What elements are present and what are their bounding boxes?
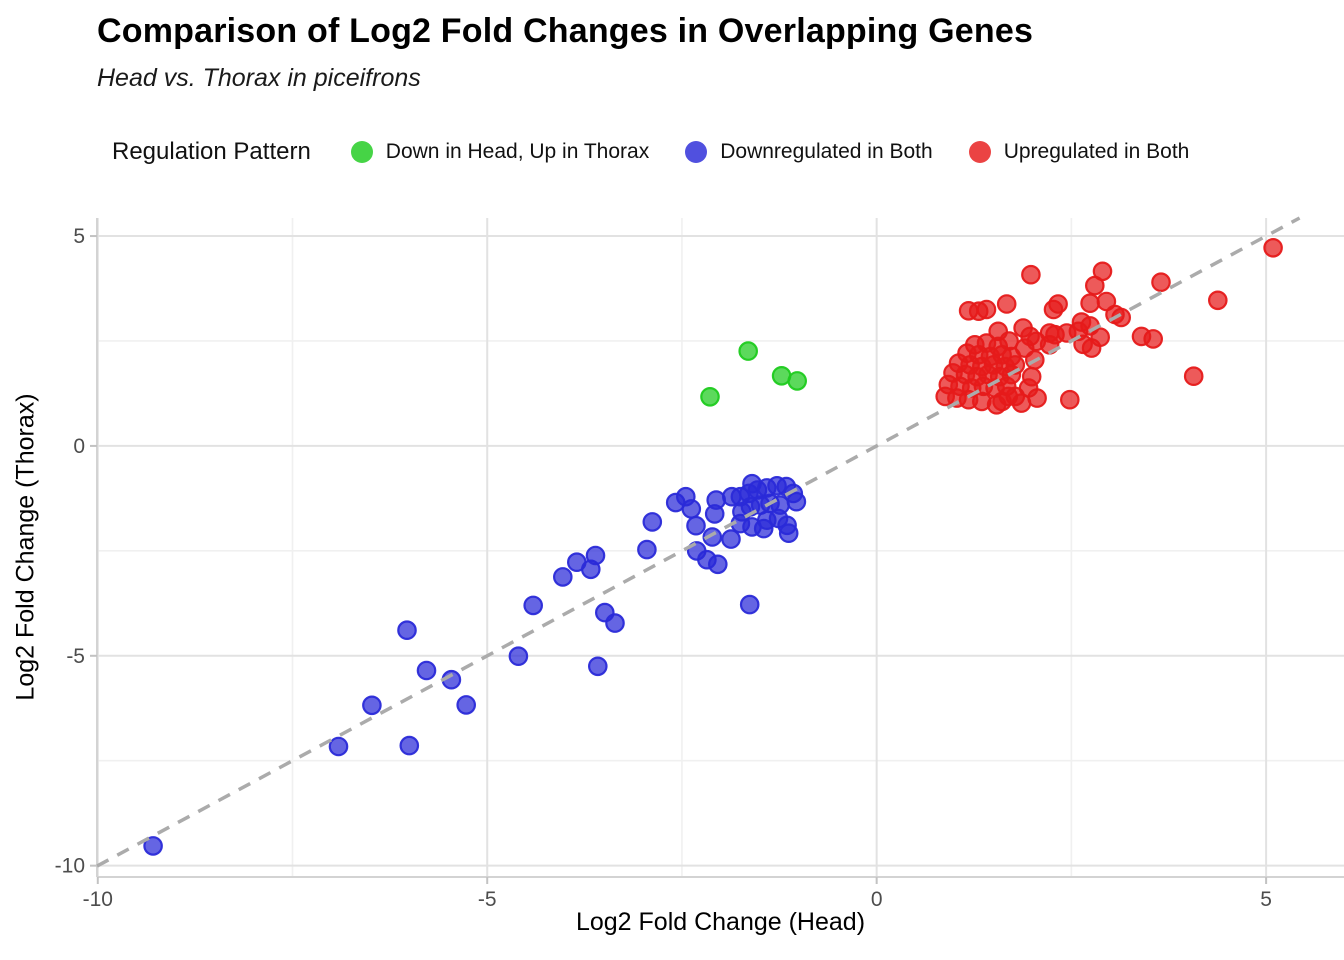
points-down-in-head-up-in-thorax: [700, 341, 807, 407]
points-upregulated-in-both: [935, 238, 1283, 415]
legend-dot-red-icon: [968, 141, 991, 163]
identity-line: [96, 216, 1301, 868]
y-axis-title: Log2 Fold Change (Thorax): [11, 393, 40, 701]
y-tick-label: 0: [73, 435, 85, 458]
x-tick-label: 5: [1260, 888, 1272, 911]
y-tick-label: -5: [66, 645, 85, 668]
x-tick-label: -10: [83, 888, 113, 911]
legend-dot-green-icon: [350, 141, 373, 163]
grid-major: [96, 218, 1344, 877]
legend-item-label: Down in Head, Up in Thorax: [385, 140, 650, 163]
y-tick-label: -10: [55, 855, 85, 878]
legend-item-green: Down in Head, Up in Thorax: [350, 140, 650, 164]
legend-dot-blue-icon: [685, 141, 708, 163]
chart-subtitle: Head vs. Thorax in piceifrons: [97, 64, 421, 92]
legend-item-blue: Downregulated in Both: [685, 140, 933, 164]
legend: Regulation Pattern Down in Head, Up in T…: [112, 136, 1189, 168]
legend-item-label: Downregulated in Both: [720, 140, 933, 163]
grid-minor: [97, 218, 1344, 877]
legend-items: Down in Head, Up in Thorax Downregulated …: [350, 140, 1190, 164]
x-axis-title: Log2 Fold Change (Head): [575, 908, 866, 936]
x-tick-label: 0: [871, 888, 883, 911]
points-downregulated-in-both: [143, 473, 807, 856]
legend-item-red: Upregulated in Both: [968, 140, 1190, 164]
y-tick-label: 5: [73, 225, 85, 248]
legend-title: Regulation Pattern: [112, 138, 311, 165]
x-tick-label: -5: [478, 888, 497, 911]
chart-title: Comparison of Log2 Fold Changes in Overl…: [97, 12, 1034, 50]
axis-ticks: -10 -5 0 5 -10 -5 0 5: [55, 225, 1272, 911]
legend-item-label: Upregulated in Both: [1003, 140, 1190, 163]
axis-lines: [96, 218, 1344, 878]
